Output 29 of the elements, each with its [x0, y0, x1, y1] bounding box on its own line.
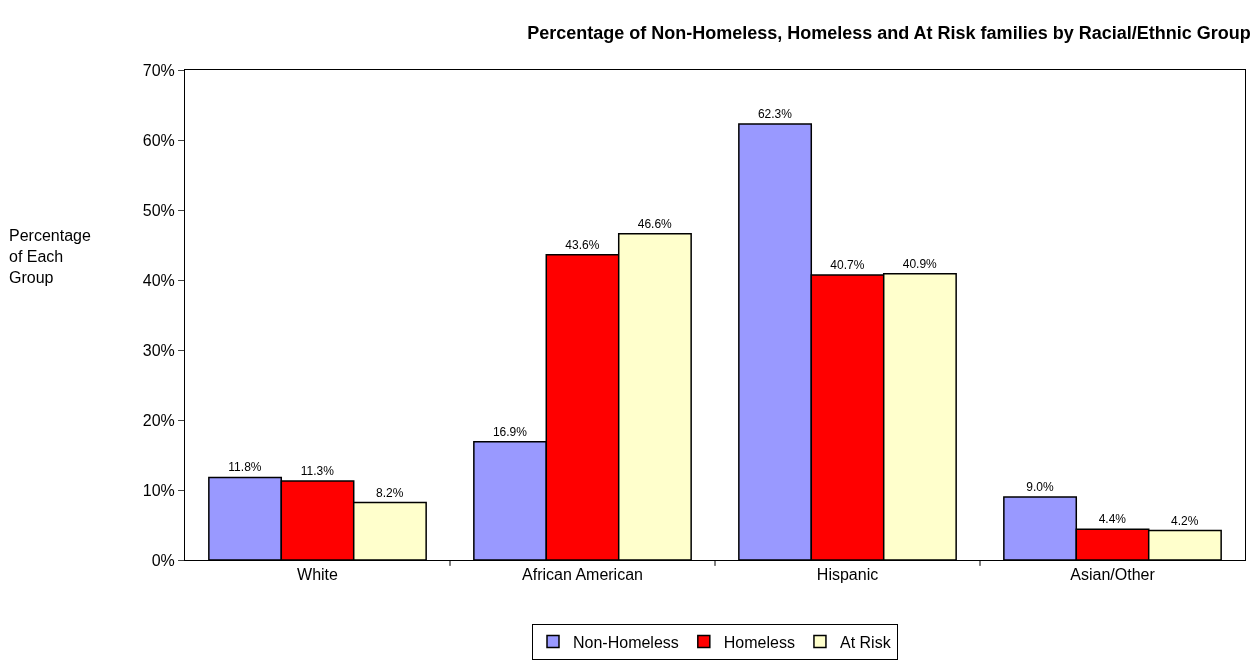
- x-tick-label: African American: [522, 566, 643, 584]
- y-tick-label: 70%: [142, 61, 175, 79]
- data-label: 11.8%: [228, 460, 262, 475]
- data-label: 4.4%: [1098, 512, 1127, 527]
- data-label: 40.9%: [902, 256, 938, 271]
- data-label: 9.0%: [1026, 480, 1054, 494]
- y-axis-title: Percentage of Each Group: [9, 227, 91, 286]
- y-tick-label: 20%: [142, 411, 175, 429]
- data-label: 46.6%: [637, 216, 673, 231]
- data-label: 16.9%: [492, 424, 528, 439]
- x-tick-label: Hispanic: [816, 566, 879, 584]
- x-tick-label: Asian/Other: [1070, 566, 1156, 584]
- y-tick-label: 40%: [142, 271, 175, 289]
- x-tick-label: White: [297, 566, 339, 584]
- y-tick-label: 50%: [142, 201, 175, 219]
- data-label: 43.6%: [565, 237, 600, 252]
- data-label: 11.3%: [300, 463, 335, 478]
- data-label: 62.3%: [757, 106, 793, 121]
- data-label: 8.2%: [376, 485, 404, 500]
- y-tick-label: 0%: [151, 551, 175, 569]
- y-tick-label: 60%: [142, 131, 175, 149]
- legend-label: At Risk: [839, 633, 892, 651]
- y-tick-label: 30%: [142, 341, 175, 359]
- data-label: 40.7%: [830, 258, 865, 273]
- y-tick-label: 10%: [142, 481, 175, 499]
- legend-label: Non-Homeless: [573, 633, 679, 651]
- data-label: 4.2%: [1171, 513, 1199, 528]
- chart-title: Percentage of Non-Homeless, Homeless and At Risk families by Racial/Ethnic Group: [527, 23, 1251, 44]
- legend-label: Homeless: [723, 633, 795, 651]
